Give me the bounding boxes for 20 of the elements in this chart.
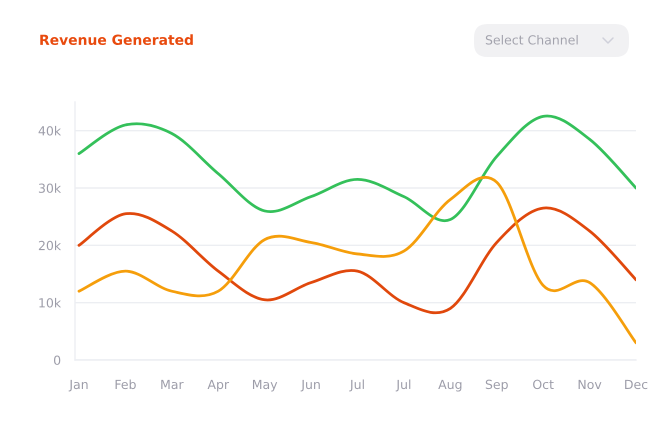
x-tick-label: Oct bbox=[533, 380, 554, 390]
text: Select Channel bbox=[486, 34, 578, 45]
y-tick-label: 0 bbox=[54, 355, 60, 365]
chart-title: Revenue Generated bbox=[40, 34, 193, 46]
x-tick-label: Dec bbox=[625, 380, 648, 390]
y-tick-label: 10k bbox=[39, 298, 62, 308]
x-tick-label: Jul bbox=[396, 379, 410, 392]
x-tick-label: Mar bbox=[161, 380, 184, 390]
x-tick-label: Sep bbox=[486, 380, 508, 392]
x-tick-label: Jun bbox=[300, 380, 320, 392]
x-tick-label: Jan bbox=[68, 380, 88, 392]
x-tick-label: Jul bbox=[349, 379, 364, 392]
y-tick-label: 20k bbox=[38, 240, 62, 250]
x-tick-label: May bbox=[252, 380, 278, 392]
x-tick-label: Feb bbox=[116, 379, 136, 390]
y-tick-label: 30k bbox=[38, 183, 62, 193]
x-tick-label: Apr bbox=[208, 380, 230, 392]
x-tick-label: Nov bbox=[578, 380, 602, 390]
x-tick-label: Aug bbox=[438, 380, 462, 392]
y-tick-label: 40k bbox=[38, 126, 62, 136]
